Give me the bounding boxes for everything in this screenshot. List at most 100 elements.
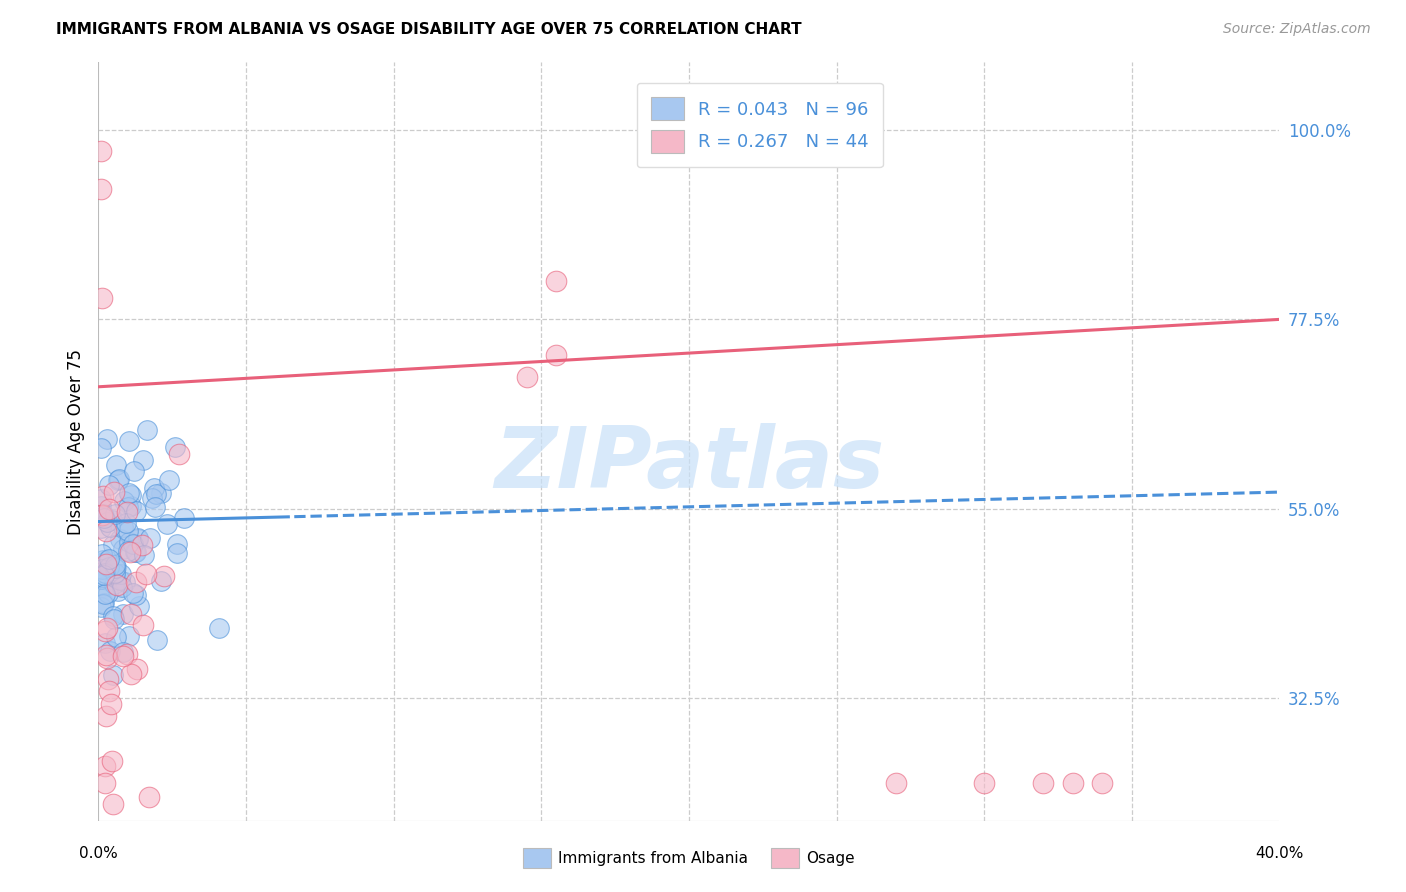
Point (90, 562, 112, 576)
Point (112, 520, 135, 534)
Point (145, 500, 167, 515)
Point (96, 621, 118, 635)
Point (96, 515, 118, 529)
Point (104, 508, 127, 522)
Point (145, 632, 167, 647)
Point (97, 551, 120, 566)
Point (98, 520, 121, 534)
Y-axis label: Disability Age Over 75: Disability Age Over 75 (66, 349, 84, 534)
Point (117, 524, 139, 539)
Point (90, 557, 112, 571)
Point (94, 624, 117, 638)
Point (96, 573, 118, 587)
Point (91, 553, 114, 567)
Point (98, 501, 121, 516)
Point (139, 532, 162, 546)
Point (103, 612, 125, 626)
Point (91, 597, 114, 611)
Point (90, 144, 112, 158)
Point (111, 542, 134, 557)
Point (104, 566, 127, 581)
Point (141, 491, 163, 505)
Point (108, 573, 131, 587)
Point (107, 472, 129, 486)
Point (94, 759, 117, 773)
Point (93, 508, 115, 523)
Point (90, 521, 112, 535)
Point (96, 432, 118, 446)
Point (120, 607, 142, 622)
Point (111, 580, 134, 594)
Point (118, 629, 141, 643)
Point (120, 545, 142, 559)
Point (1091, 776, 1114, 790)
Point (97, 586, 120, 600)
Point (125, 545, 148, 559)
Point (98, 478, 121, 492)
Point (98, 644, 121, 658)
Point (98, 683, 121, 698)
Point (107, 473, 129, 487)
Point (149, 574, 172, 588)
Point (1062, 776, 1084, 790)
Point (103, 561, 125, 575)
Point (90, 492, 112, 507)
Point (91, 580, 114, 594)
Point (103, 538, 125, 552)
Point (120, 667, 142, 681)
Point (93, 568, 115, 582)
Point (91, 547, 114, 561)
Point (94, 708, 117, 723)
Point (91, 489, 114, 503)
Point (125, 574, 148, 589)
Point (114, 574, 136, 589)
Point (103, 577, 125, 591)
Point (101, 797, 124, 811)
Point (145, 487, 167, 501)
Point (105, 458, 128, 472)
Point (124, 503, 146, 517)
Point (122, 585, 145, 599)
Point (107, 584, 129, 599)
Point (104, 558, 127, 573)
Point (93, 510, 115, 524)
Text: Source: ZipAtlas.com: Source: ZipAtlas.com (1223, 22, 1371, 37)
Point (125, 588, 148, 602)
Text: 0.0%: 0.0% (79, 846, 118, 861)
Point (142, 481, 165, 495)
Point (94, 776, 117, 790)
Point (90, 600, 112, 615)
Point (97, 560, 120, 574)
Point (94, 566, 117, 580)
Legend: Immigrants from Albania, Osage: Immigrants from Albania, Osage (517, 842, 860, 873)
Point (150, 486, 173, 500)
Point (120, 488, 142, 502)
Point (128, 599, 150, 613)
Point (120, 499, 142, 513)
Point (94, 587, 117, 601)
Point (127, 533, 149, 547)
Point (101, 608, 124, 623)
Point (884, 776, 907, 790)
Text: 40.0%: 40.0% (1256, 846, 1303, 861)
Point (100, 697, 122, 711)
Point (122, 537, 145, 551)
Point (127, 662, 149, 676)
Point (97, 673, 120, 687)
Point (101, 513, 124, 527)
Point (90, 182, 112, 196)
Point (124, 464, 146, 478)
Point (173, 511, 195, 525)
Point (153, 569, 176, 583)
Point (105, 630, 128, 644)
Point (117, 500, 139, 514)
Point (208, 622, 231, 636)
Point (132, 618, 155, 632)
Point (91, 508, 114, 522)
Point (166, 546, 188, 560)
Point (157, 473, 180, 487)
Point (117, 486, 139, 500)
Point (94, 524, 117, 538)
Point (96, 558, 118, 572)
Text: IMMIGRANTS FROM ALBANIA VS OSAGE DISABILITY AGE OVER 75 CORRELATION CHART: IMMIGRANTS FROM ALBANIA VS OSAGE DISABIL… (56, 22, 801, 37)
